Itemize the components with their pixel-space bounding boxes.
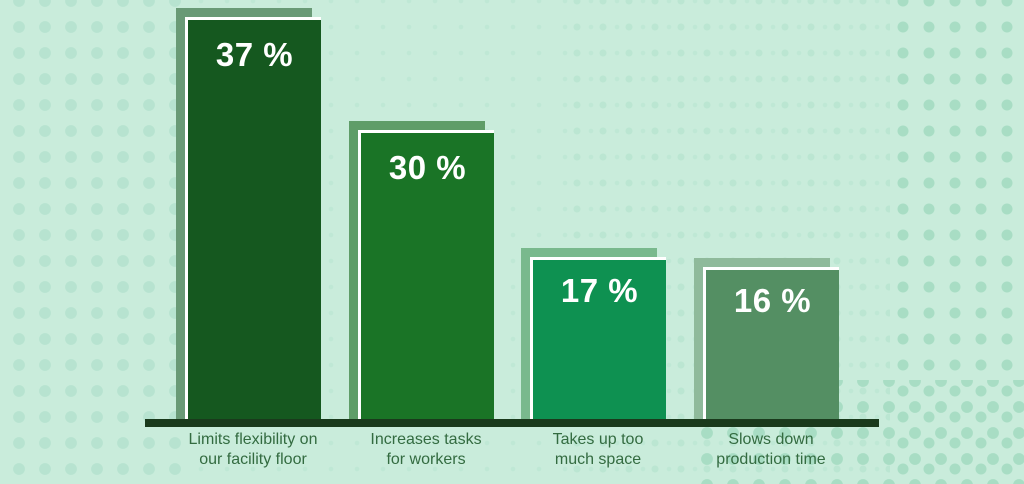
category-label-line: our facility floor xyxy=(199,451,307,468)
bar-limits-flexibility: 37 % xyxy=(185,17,321,419)
value-label-37: 37 % xyxy=(215,36,294,73)
bar-takes-up-space: 17 % xyxy=(530,257,666,419)
category-label-line: production time xyxy=(716,451,826,468)
x-axis-line xyxy=(145,419,879,427)
halftone-dots-left xyxy=(0,0,182,484)
category-label-line: Slows down xyxy=(728,431,814,448)
category-label-line: Increases tasks xyxy=(370,431,482,448)
category-label-line: Limits flexibility on xyxy=(188,431,318,448)
bar-increases-tasks: 30 % xyxy=(358,130,494,419)
category-label-increases-tasks: Increases tasks for workers xyxy=(326,430,526,470)
category-label-line: Takes up too xyxy=(552,431,644,448)
value-label-17: 17 % xyxy=(560,272,639,309)
category-label-line: for workers xyxy=(386,451,466,468)
value-label-16: 16 % xyxy=(733,282,812,319)
value-label-30: 30 % xyxy=(388,149,467,186)
category-label-slows-production: Slows down production time xyxy=(671,430,871,470)
category-label-line: much space xyxy=(554,451,642,468)
category-label-limits-flexibility: Limits flexibility on our facility floor xyxy=(153,430,353,470)
category-label-takes-up-space: Takes up too much space xyxy=(498,430,698,470)
bar-slows-production: 16 % xyxy=(703,267,839,419)
halftone-dots-right xyxy=(886,0,1024,484)
